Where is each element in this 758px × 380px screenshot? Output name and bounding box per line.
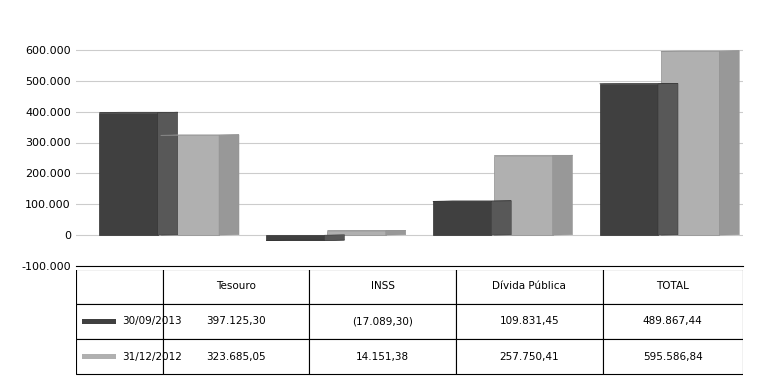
Text: 489.867,44: 489.867,44 xyxy=(643,317,703,326)
Polygon shape xyxy=(658,84,678,235)
Bar xyxy=(162,304,309,339)
Bar xyxy=(99,112,158,235)
Text: Dívida Pública: Dívida Pública xyxy=(493,281,566,291)
Bar xyxy=(603,304,743,339)
Bar xyxy=(162,269,309,304)
Bar xyxy=(603,339,743,374)
Text: TOTAL: TOTAL xyxy=(656,281,689,291)
Bar xyxy=(161,135,219,235)
Text: 31/12/2012: 31/12/2012 xyxy=(123,352,183,361)
Polygon shape xyxy=(219,135,239,235)
Polygon shape xyxy=(553,155,572,235)
Bar xyxy=(162,339,309,374)
Bar xyxy=(76,339,162,374)
Polygon shape xyxy=(719,51,739,235)
Bar xyxy=(456,269,603,304)
Bar xyxy=(433,201,491,235)
Text: 595.586,84: 595.586,84 xyxy=(643,352,703,361)
Text: INSS: INSS xyxy=(371,281,395,291)
Bar xyxy=(661,51,719,235)
Bar xyxy=(494,155,553,235)
Text: 397.125,30: 397.125,30 xyxy=(206,317,266,326)
Bar xyxy=(76,304,162,339)
Bar xyxy=(456,304,603,339)
Text: Tesouro: Tesouro xyxy=(216,281,256,291)
Polygon shape xyxy=(324,235,344,241)
Bar xyxy=(309,304,456,339)
Bar xyxy=(76,269,162,304)
Bar xyxy=(603,269,743,304)
Bar xyxy=(600,84,658,235)
Bar xyxy=(309,269,456,304)
Bar xyxy=(83,319,116,324)
Text: 14.151,38: 14.151,38 xyxy=(356,352,409,361)
Polygon shape xyxy=(491,201,511,235)
Polygon shape xyxy=(386,230,406,235)
Bar xyxy=(266,235,324,241)
Text: 109.831,45: 109.831,45 xyxy=(500,317,559,326)
Text: 257.750,41: 257.750,41 xyxy=(500,352,559,361)
Bar xyxy=(456,339,603,374)
Polygon shape xyxy=(158,112,177,235)
Bar xyxy=(83,354,116,359)
Bar xyxy=(327,231,386,235)
Text: 30/09/2013: 30/09/2013 xyxy=(123,317,182,326)
Text: (17.089,30): (17.089,30) xyxy=(352,317,413,326)
Bar xyxy=(309,339,456,374)
Text: 323.685,05: 323.685,05 xyxy=(206,352,266,361)
